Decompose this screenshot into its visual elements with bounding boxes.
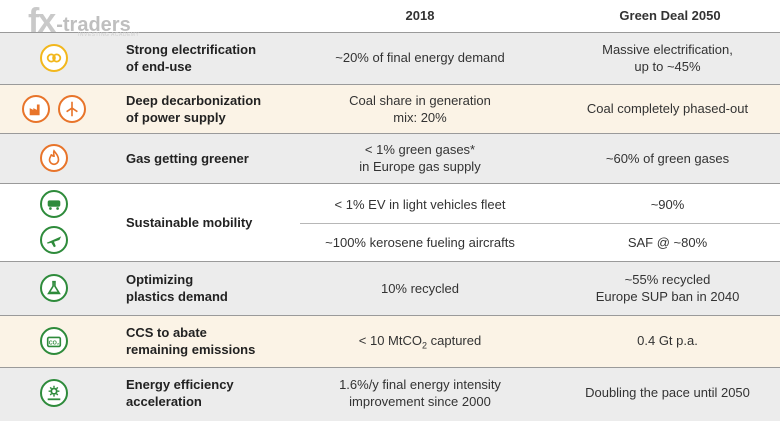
value-2018: Coal share in generation mix: 20%: [349, 93, 491, 125]
category-label: Gas getting greener: [126, 151, 249, 166]
row-icons: CO₂: [0, 326, 108, 356]
row-icons: [0, 189, 108, 219]
logo-traders: -traders: [56, 14, 131, 36]
table-row: Deep decarbonization of power supply Coal…: [0, 84, 780, 133]
row-divider: [0, 133, 780, 134]
value-2050: ~60% of green gases: [605, 151, 730, 166]
airplane-icon: [40, 226, 68, 254]
value-2050: Coal completely phased-out: [586, 101, 749, 116]
train-icon: [40, 190, 68, 218]
factory-icon: [22, 95, 50, 123]
category-label: Energy efficiency acceleration: [126, 377, 234, 409]
table-row: Optimizing plastics demand 10% recycled ~…: [0, 261, 780, 315]
table-row: Energy efficiency acceleration 1.6%/y fin…: [0, 367, 780, 421]
electric-plug-icon: [40, 44, 68, 72]
row-icons: [0, 273, 108, 303]
row-divider: [0, 261, 780, 262]
row-icons: [0, 378, 108, 408]
column-header-2050: Green Deal 2050: [619, 8, 721, 23]
fx-traders-logo: fx -traders INVESTING ACADEMY: [28, 2, 139, 40]
row-divider: [0, 315, 780, 316]
co2-storage-icon: CO₂: [40, 327, 68, 355]
gear-hand-icon: [40, 379, 68, 407]
wind-turbine-icon: [58, 95, 86, 123]
value-2050: Doubling the pace until 2050: [585, 385, 750, 400]
sub-row-divider: [300, 223, 780, 224]
table-row: Strong electrification of end-use ~20% of…: [0, 32, 780, 84]
value-2018: ~100% kerosene fueling aircrafts: [325, 235, 515, 250]
category-label: Optimizing plastics demand: [126, 272, 228, 304]
row-icons: [0, 43, 108, 73]
row-icons: [0, 94, 108, 124]
category-label: CCS to abate remaining emissions: [126, 325, 256, 357]
row-divider: [0, 367, 780, 368]
table-row: CO₂ CCS to abate remaining emissions < 10…: [0, 315, 780, 367]
table-row: Gas getting greener < 1% green gases* in …: [0, 133, 780, 183]
value-2050: ~55% recycled Europe SUP ban in 2040: [595, 272, 740, 304]
category-label: Sustainable mobility: [126, 215, 253, 230]
lab-flask-icon: [40, 274, 68, 302]
value-2050: ~90%: [650, 197, 685, 212]
value-2018: < 1% EV in light vehicles fleet: [334, 197, 506, 212]
value-2018: < 1% green gases* in Europe gas supply: [359, 142, 481, 174]
value-2018: 1.6%/y final energy intensity improvement…: [339, 377, 501, 409]
row-divider: [0, 183, 780, 184]
value-2018: ~20% of final energy demand: [335, 50, 505, 65]
row-divider: [0, 32, 780, 33]
category-label: Deep decarbonization of power supply: [126, 93, 262, 125]
value-2050: Massive electrification, up to ~45%: [602, 42, 733, 74]
logo-tagline: INVESTING ACADEMY: [78, 32, 140, 38]
value-2018: < 10 MtCO2 captured: [358, 333, 482, 351]
gas-flame-icon: [40, 144, 68, 172]
category-label: Strong electrification of end-use: [126, 42, 257, 74]
row-icons: [0, 225, 108, 255]
table-row: Sustainable mobility < 1% EV in light ve…: [0, 183, 780, 261]
row-icons: [0, 143, 108, 173]
column-header-2018: 2018: [405, 8, 435, 23]
value-2050: 0.4 Gt p.a.: [637, 333, 698, 348]
value-2018: 10% recycled: [380, 281, 460, 296]
value-2050: SAF @ ~80%: [627, 235, 708, 250]
row-divider: [0, 84, 780, 85]
logo-fx: fx: [28, 2, 56, 40]
svg-text:CO₂: CO₂: [49, 341, 60, 347]
